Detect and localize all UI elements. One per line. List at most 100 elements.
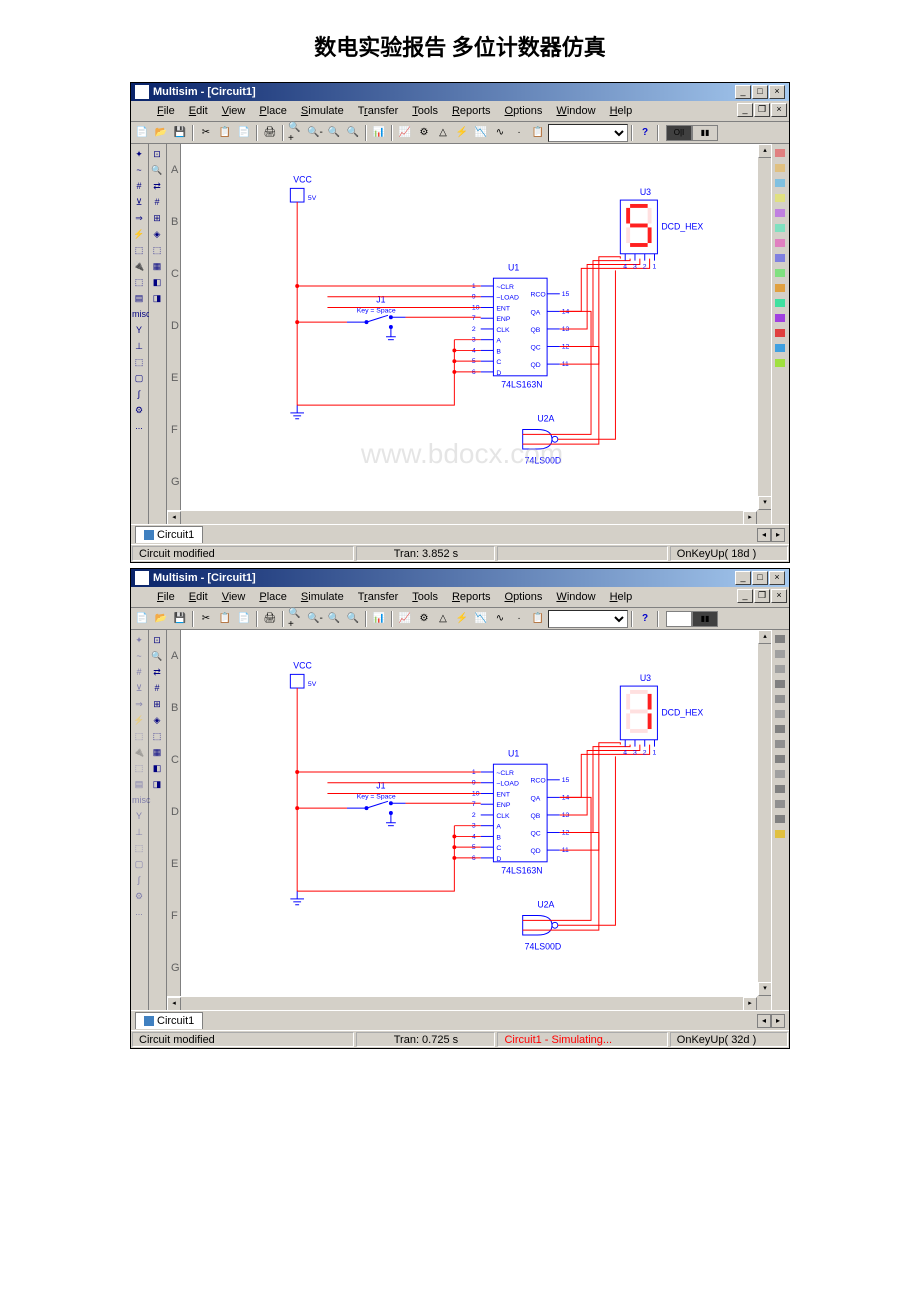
component-button[interactable]: 🔌 [131, 744, 147, 760]
component-button[interactable]: ▤ [131, 776, 147, 792]
instrument-button[interactable] [772, 827, 788, 841]
minimize-button[interactable]: _ [735, 85, 751, 99]
component-button[interactable]: ⬚ [149, 728, 165, 744]
component-button[interactable]: ⬚ [131, 840, 147, 856]
menu-options[interactable]: Options [499, 103, 549, 119]
instrument-button[interactable] [772, 707, 788, 721]
close-button[interactable]: × [769, 85, 785, 99]
component-button[interactable]: ⚙ [131, 402, 147, 418]
component-button[interactable]: 🔍 [149, 162, 165, 178]
component-button[interactable]: Y [131, 322, 147, 338]
mdi-restore[interactable]: ❐ [754, 589, 770, 603]
menu-window[interactable]: Window [550, 103, 601, 119]
toolbar-button[interactable]: 🔍 [325, 124, 343, 142]
component-button[interactable]: ... [131, 418, 147, 434]
toolbar-button[interactable]: ⚙ [415, 124, 433, 142]
toolbar-button[interactable]: 🔍+ [287, 124, 305, 142]
toolbar-button[interactable]: ⚙ [415, 610, 433, 628]
component-button[interactable]: ✦ [131, 632, 147, 648]
tab-circuit1[interactable]: Circuit1 [135, 526, 203, 543]
component-button[interactable]: ▢ [131, 856, 147, 872]
instrument-button[interactable] [772, 161, 788, 175]
component-button[interactable]: ⊡ [149, 146, 165, 162]
scrollbar-horizontal[interactable]: ◂ ▸ [167, 996, 757, 1010]
component-button[interactable]: ⬚ [131, 354, 147, 370]
component-button[interactable]: Y [131, 808, 147, 824]
component-button[interactable]: ⊻ [131, 194, 147, 210]
toolbar-button[interactable]: 🖨 [261, 124, 279, 142]
menu-window[interactable]: Window [550, 589, 601, 605]
component-button[interactable]: ◧ [149, 274, 165, 290]
menu-options[interactable]: Options [499, 589, 549, 605]
menu-place[interactable]: Place [253, 589, 293, 605]
menu-reports[interactable]: Reports [446, 103, 497, 119]
scroll-left[interactable]: ◂ [167, 511, 181, 524]
component-button[interactable]: ⇄ [149, 178, 165, 194]
toolbar-button[interactable]: 📄 [133, 610, 151, 628]
toolbar-button[interactable]: 📄 [235, 610, 253, 628]
component-button[interactable]: misc [131, 792, 147, 808]
instrument-button[interactable] [772, 191, 788, 205]
instrument-button[interactable] [772, 812, 788, 826]
toolbar-button[interactable]: 📉 [472, 610, 490, 628]
component-button[interactable]: ~ [131, 162, 147, 178]
component-button[interactable]: ⇄ [149, 664, 165, 680]
instrument-button[interactable] [772, 311, 788, 325]
close-button[interactable]: × [769, 571, 785, 585]
tab-scroll-right[interactable]: ▸ [771, 528, 785, 542]
toolbar-button[interactable]: △ [434, 610, 452, 628]
component-button[interactable]: ⬚ [131, 728, 147, 744]
instrument-button[interactable] [772, 737, 788, 751]
component-button[interactable]: ◨ [149, 776, 165, 792]
scroll-up[interactable]: ▴ [758, 630, 771, 644]
component-button[interactable]: ⬚ [131, 274, 147, 290]
menu-edit[interactable]: Edit [183, 103, 214, 119]
instrument-button[interactable] [772, 692, 788, 706]
component-button[interactable]: ⬚ [131, 760, 147, 776]
instrument-button[interactable] [772, 767, 788, 781]
menu-transfer[interactable]: Transfer [352, 103, 405, 119]
mdi-minimize[interactable]: _ [737, 589, 753, 603]
instrument-button[interactable] [772, 236, 788, 250]
toolbar-button[interactable]: 🔍 [325, 610, 343, 628]
instrument-button[interactable] [772, 752, 788, 766]
toolbar-button[interactable]: 💾 [171, 124, 189, 142]
mdi-close[interactable]: × [771, 589, 787, 603]
menu-place[interactable]: Place [253, 103, 293, 119]
component-button[interactable]: ⬚ [149, 242, 165, 258]
component-button[interactable]: ✦ [131, 146, 147, 162]
instrument-button[interactable] [772, 176, 788, 190]
component-button[interactable]: 🔍 [149, 648, 165, 664]
scroll-right[interactable]: ▸ [743, 997, 757, 1010]
component-button[interactable]: ⊥ [131, 338, 147, 354]
toolbar-button[interactable]: 💾 [171, 610, 189, 628]
menu-file[interactable]: File [151, 103, 181, 119]
component-button[interactable]: # [149, 680, 165, 696]
component-button[interactable]: ⊥ [131, 824, 147, 840]
component-button[interactable]: # [131, 664, 147, 680]
toolbar-button[interactable]: 📋 [216, 610, 234, 628]
toolbar-button[interactable]: 🔍 [344, 124, 362, 142]
instrument-button[interactable] [772, 782, 788, 796]
component-button[interactable]: ... [131, 904, 147, 920]
component-button[interactable]: ⊻ [131, 680, 147, 696]
component-button[interactable]: ▤ [131, 290, 147, 306]
toolbar-button[interactable]: 📈 [396, 610, 414, 628]
toolbar-button[interactable]: ⚡ [453, 124, 471, 142]
toolbar-button[interactable]: 🖨 [261, 610, 279, 628]
toolbar-button[interactable]: 🔍 [344, 610, 362, 628]
minimize-button[interactable]: _ [735, 571, 751, 585]
component-button[interactable]: ⊞ [149, 696, 165, 712]
instrument-button[interactable] [772, 146, 788, 160]
instrument-button[interactable] [772, 677, 788, 691]
instrument-button[interactable] [772, 797, 788, 811]
toolbar-button[interactable]: ✂ [197, 610, 215, 628]
scroll-down[interactable]: ▾ [758, 496, 771, 510]
titlebar[interactable]: Multisim - [Circuit1] _ □ × [131, 569, 789, 587]
help-button[interactable]: ? [636, 610, 654, 628]
scrollbar-horizontal[interactable]: ◂ ▸ [167, 510, 757, 524]
canvas[interactable]: ABCDEFG VCC5VJ1Key = SpaceU11~CLR9~LOAD1… [167, 144, 757, 510]
instrument-button[interactable] [772, 647, 788, 661]
toolbar-button[interactable]: · [510, 124, 528, 142]
scroll-right[interactable]: ▸ [743, 511, 757, 524]
